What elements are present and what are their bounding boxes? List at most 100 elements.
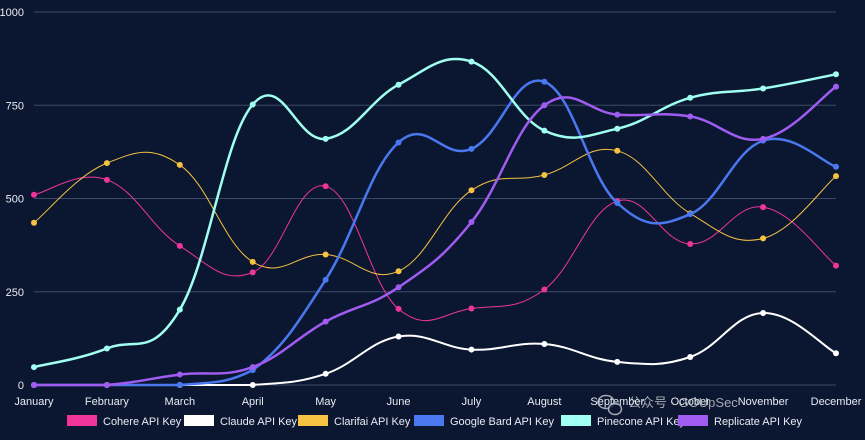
data-point[interactable] [176,371,183,378]
data-point[interactable] [760,204,767,211]
data-point[interactable] [833,262,839,269]
data-point[interactable] [249,258,256,265]
data-point[interactable] [322,251,329,258]
data-point[interactable] [395,305,402,312]
data-point[interactable] [833,71,839,78]
data-point[interactable] [614,358,621,365]
watermark-text: 公众号 · GOUpSec [628,395,738,410]
data-point[interactable] [322,276,329,283]
legend-label: Google Bard API Key [450,416,554,428]
data-point[interactable] [249,101,256,108]
data-point[interactable] [541,78,548,85]
data-point[interactable] [541,172,548,179]
data-point[interactable] [687,241,694,248]
legend-swatch [678,415,708,426]
legend-item-claude-api-key[interactable]: Claude API Key [184,415,298,428]
data-point[interactable] [176,161,183,168]
data-point[interactable] [395,81,402,88]
y-tick-label: 0 [18,380,24,392]
series-line-google-bard-api-key [34,79,837,387]
data-point[interactable] [322,318,329,325]
data-point[interactable] [249,382,256,388]
data-point[interactable] [760,85,767,92]
data-point[interactable] [541,286,548,293]
data-point[interactable] [833,163,839,170]
data-point[interactable] [468,58,475,65]
data-point[interactable] [395,284,402,291]
x-tick-label: October [671,396,710,408]
x-tick-label: September [590,396,644,408]
data-point[interactable] [468,346,475,353]
data-point[interactable] [103,345,110,352]
data-point[interactable] [760,310,767,317]
x-tick-label: November [738,396,789,408]
wechat-icon [597,394,623,416]
x-tick-label: March [165,396,196,408]
data-point[interactable] [541,340,548,347]
data-point[interactable] [687,211,694,218]
legend-swatch [414,415,444,426]
data-point[interactable] [249,364,256,371]
data-point[interactable] [468,218,475,225]
x-axis-ticks: January February March April May June July Augu… [14,396,861,408]
data-point[interactable] [395,333,402,340]
data-point[interactable] [468,305,475,312]
data-point[interactable] [614,125,621,132]
data-point[interactable] [322,183,329,190]
data-point[interactable] [103,176,110,183]
data-point[interactable] [614,111,621,118]
x-tick-label: July [462,396,482,408]
data-point[interactable] [687,113,694,120]
legend-label: Pinecone API Key [597,416,686,428]
data-point[interactable] [833,350,839,357]
data-point[interactable] [249,269,256,276]
legend-label: Cohere API Key [103,416,182,428]
data-point[interactable] [395,139,402,146]
data-point[interactable] [541,102,548,109]
data-point[interactable] [322,135,329,142]
legend-item-cohere-api-key[interactable]: Cohere API Key [67,415,182,428]
legend-item-clarifai-api-key[interactable]: Clarifai API Key [298,415,411,428]
data-point[interactable] [395,268,402,275]
legend-item-google-bard-api-key[interactable]: Google Bard API Key [414,415,554,428]
data-point[interactable] [468,187,475,194]
data-point[interactable] [176,306,183,313]
data-point[interactable] [468,145,475,152]
data-point[interactable] [687,94,694,101]
legend-swatch [561,415,591,426]
data-point[interactable] [176,242,183,249]
legend-swatch [67,415,97,426]
data-point[interactable] [31,364,37,371]
grid-layer [34,11,836,386]
data-point[interactable] [31,219,37,226]
series-layer [31,57,839,388]
data-point[interactable] [760,135,767,142]
x-tick-label: June [387,396,411,408]
data-point[interactable] [103,382,110,388]
legend-item-replicate-api-key[interactable]: Replicate API Key [678,415,803,428]
data-point[interactable] [541,127,548,134]
data-point[interactable] [614,147,621,154]
legend: Cohere API Key Claude API Key Clarifai API… [67,415,803,428]
data-point[interactable] [833,173,839,180]
x-tick-label: August [527,396,561,408]
data-point[interactable] [760,235,767,242]
legend-label: Clarifai API Key [334,416,411,428]
data-point[interactable] [31,382,37,388]
legend-item-pinecone-api-key[interactable]: Pinecone API Key [561,415,686,428]
watermark: 公众号 · GOUpSec [597,394,738,416]
data-point[interactable] [103,160,110,167]
series-clarifai-api-key [31,147,839,276]
x-tick-label: December [811,396,862,408]
data-point[interactable] [31,191,37,198]
data-point[interactable] [833,83,839,90]
data-point[interactable] [176,382,183,388]
y-tick-label: 1000 [0,7,24,19]
data-point[interactable] [614,199,621,206]
data-point[interactable] [687,354,694,361]
x-tick-label: May [315,396,336,408]
data-point[interactable] [322,370,329,377]
legend-label: Claude API Key [220,416,298,428]
y-tick-label: 500 [6,194,24,206]
